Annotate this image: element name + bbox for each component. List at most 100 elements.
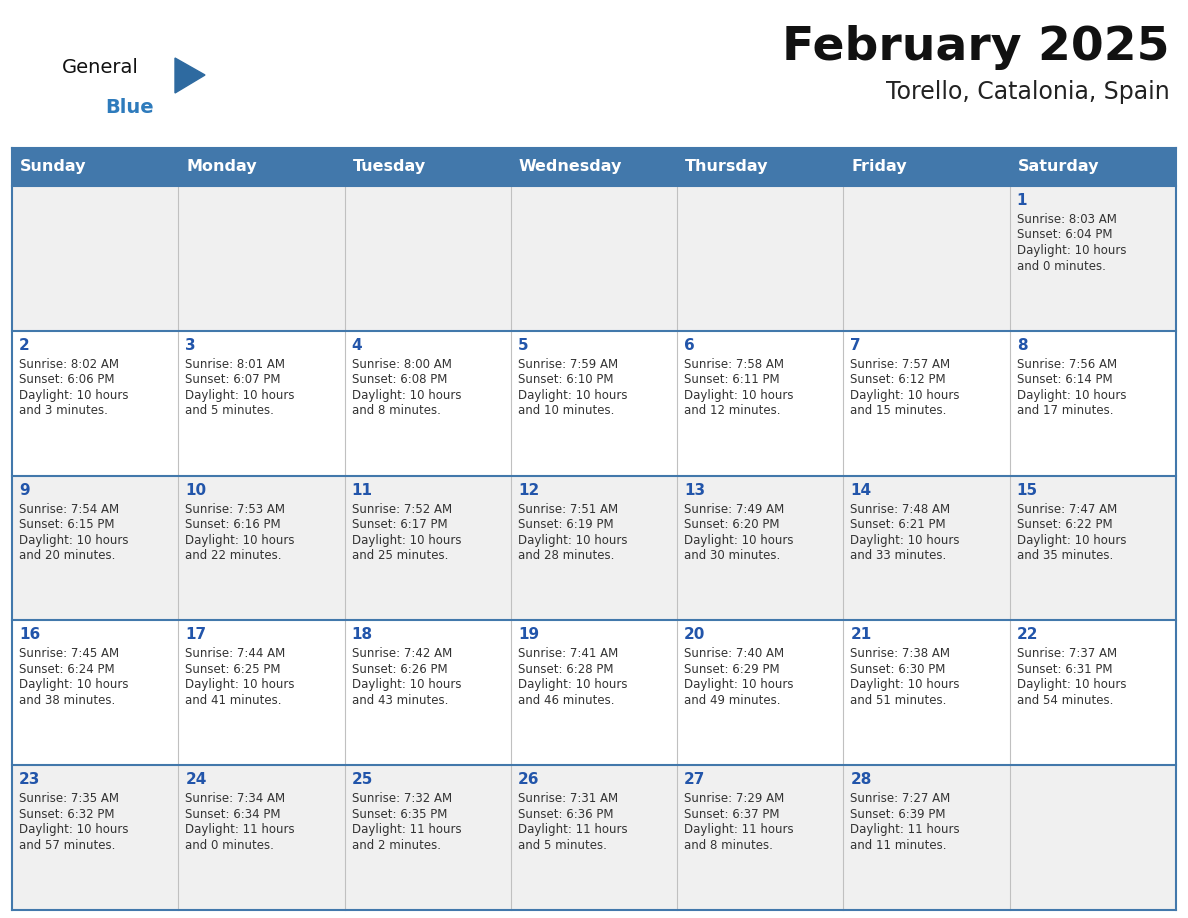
Bar	[12, 186, 1176, 330]
Text: Daylight: 10 hours: Daylight: 10 hours	[19, 389, 128, 402]
Text: Sunset: 6:25 PM: Sunset: 6:25 PM	[185, 663, 280, 676]
Text: Sunrise: 8:01 AM: Sunrise: 8:01 AM	[185, 358, 285, 371]
Text: Sunset: 6:08 PM: Sunset: 6:08 PM	[352, 374, 447, 386]
Text: Sunrise: 7:35 AM: Sunrise: 7:35 AM	[19, 792, 119, 805]
Text: 22: 22	[1017, 627, 1038, 643]
Text: Sunrise: 7:56 AM: Sunrise: 7:56 AM	[1017, 358, 1117, 371]
Text: Sunrise: 7:41 AM: Sunrise: 7:41 AM	[518, 647, 618, 660]
Text: Sunset: 6:07 PM: Sunset: 6:07 PM	[185, 374, 280, 386]
Text: Sunset: 6:17 PM: Sunset: 6:17 PM	[352, 518, 447, 532]
Text: Daylight: 10 hours: Daylight: 10 hours	[518, 533, 627, 546]
Text: Sunset: 6:12 PM: Sunset: 6:12 PM	[851, 374, 946, 386]
Text: Sunset: 6:35 PM: Sunset: 6:35 PM	[352, 808, 447, 821]
Text: and 25 minutes.: and 25 minutes.	[352, 549, 448, 562]
Text: Daylight: 10 hours: Daylight: 10 hours	[1017, 678, 1126, 691]
Text: Friday: Friday	[852, 160, 908, 174]
Text: Sunrise: 7:48 AM: Sunrise: 7:48 AM	[851, 502, 950, 516]
Text: and 22 minutes.: and 22 minutes.	[185, 549, 282, 562]
Text: 24: 24	[185, 772, 207, 788]
Text: 25: 25	[352, 772, 373, 788]
Text: and 10 minutes.: and 10 minutes.	[518, 404, 614, 418]
Text: Sunrise: 7:44 AM: Sunrise: 7:44 AM	[185, 647, 285, 660]
Text: Sunrise: 7:45 AM: Sunrise: 7:45 AM	[19, 647, 119, 660]
Text: 13: 13	[684, 483, 706, 498]
Text: Daylight: 11 hours: Daylight: 11 hours	[185, 823, 295, 836]
Text: Sunset: 6:34 PM: Sunset: 6:34 PM	[185, 808, 280, 821]
Text: Sunrise: 7:47 AM: Sunrise: 7:47 AM	[1017, 502, 1117, 516]
Text: Sunset: 6:15 PM: Sunset: 6:15 PM	[19, 518, 114, 532]
Text: Daylight: 11 hours: Daylight: 11 hours	[518, 823, 627, 836]
Text: 10: 10	[185, 483, 207, 498]
Text: and 41 minutes.: and 41 minutes.	[185, 694, 282, 707]
Text: Daylight: 10 hours: Daylight: 10 hours	[518, 389, 627, 402]
Text: 21: 21	[851, 627, 872, 643]
Text: Sunset: 6:30 PM: Sunset: 6:30 PM	[851, 663, 946, 676]
Text: Sunrise: 7:59 AM: Sunrise: 7:59 AM	[518, 358, 618, 371]
Text: Sunset: 6:36 PM: Sunset: 6:36 PM	[518, 808, 613, 821]
Text: Daylight: 10 hours: Daylight: 10 hours	[851, 533, 960, 546]
Text: and 2 minutes.: and 2 minutes.	[352, 839, 441, 852]
Text: Torello, Catalonia, Spain: Torello, Catalonia, Spain	[886, 80, 1170, 104]
Text: 16: 16	[19, 627, 40, 643]
Text: Daylight: 10 hours: Daylight: 10 hours	[352, 389, 461, 402]
Text: Daylight: 11 hours: Daylight: 11 hours	[851, 823, 960, 836]
Text: Daylight: 10 hours: Daylight: 10 hours	[851, 678, 960, 691]
Bar	[12, 476, 1176, 621]
Text: 1: 1	[1017, 193, 1028, 208]
Text: and 12 minutes.: and 12 minutes.	[684, 404, 781, 418]
Text: Daylight: 10 hours: Daylight: 10 hours	[185, 678, 295, 691]
Text: Sunset: 6:37 PM: Sunset: 6:37 PM	[684, 808, 779, 821]
Text: and 54 minutes.: and 54 minutes.	[1017, 694, 1113, 707]
Text: 12: 12	[518, 483, 539, 498]
Text: 26: 26	[518, 772, 539, 788]
Text: General: General	[62, 58, 139, 77]
Text: Tuesday: Tuesday	[353, 160, 425, 174]
Text: Sunrise: 7:27 AM: Sunrise: 7:27 AM	[851, 792, 950, 805]
Text: Sunset: 6:06 PM: Sunset: 6:06 PM	[19, 374, 114, 386]
Text: Daylight: 10 hours: Daylight: 10 hours	[185, 533, 295, 546]
Text: Thursday: Thursday	[685, 160, 769, 174]
Text: Daylight: 10 hours: Daylight: 10 hours	[684, 533, 794, 546]
Text: Sunset: 6:04 PM: Sunset: 6:04 PM	[1017, 229, 1112, 241]
Text: Sunrise: 8:00 AM: Sunrise: 8:00 AM	[352, 358, 451, 371]
Bar	[12, 621, 1176, 766]
Text: 19: 19	[518, 627, 539, 643]
Text: and 38 minutes.: and 38 minutes.	[19, 694, 115, 707]
Text: Sunrise: 7:42 AM: Sunrise: 7:42 AM	[352, 647, 451, 660]
Text: 23: 23	[19, 772, 40, 788]
Text: Daylight: 10 hours: Daylight: 10 hours	[518, 678, 627, 691]
Text: and 57 minutes.: and 57 minutes.	[19, 839, 115, 852]
Polygon shape	[175, 58, 206, 93]
Text: 9: 9	[19, 483, 30, 498]
Text: 18: 18	[352, 627, 373, 643]
Text: Sunset: 6:19 PM: Sunset: 6:19 PM	[518, 518, 613, 532]
Text: 27: 27	[684, 772, 706, 788]
Text: and 46 minutes.: and 46 minutes.	[518, 694, 614, 707]
Text: Sunrise: 8:02 AM: Sunrise: 8:02 AM	[19, 358, 119, 371]
Text: Daylight: 10 hours: Daylight: 10 hours	[1017, 244, 1126, 257]
Text: Sunrise: 7:58 AM: Sunrise: 7:58 AM	[684, 358, 784, 371]
Text: and 49 minutes.: and 49 minutes.	[684, 694, 781, 707]
Text: February 2025: February 2025	[783, 25, 1170, 70]
Text: Daylight: 10 hours: Daylight: 10 hours	[684, 389, 794, 402]
Text: Daylight: 10 hours: Daylight: 10 hours	[185, 389, 295, 402]
Text: Daylight: 10 hours: Daylight: 10 hours	[684, 678, 794, 691]
Text: Sunrise: 7:37 AM: Sunrise: 7:37 AM	[1017, 647, 1117, 660]
Text: and 11 minutes.: and 11 minutes.	[851, 839, 947, 852]
Text: Sunset: 6:16 PM: Sunset: 6:16 PM	[185, 518, 280, 532]
Text: Sunset: 6:22 PM: Sunset: 6:22 PM	[1017, 518, 1112, 532]
Text: Sunrise: 7:52 AM: Sunrise: 7:52 AM	[352, 502, 451, 516]
Text: Sunrise: 7:34 AM: Sunrise: 7:34 AM	[185, 792, 285, 805]
Text: and 28 minutes.: and 28 minutes.	[518, 549, 614, 562]
Text: Sunrise: 7:40 AM: Sunrise: 7:40 AM	[684, 647, 784, 660]
Text: Sunset: 6:31 PM: Sunset: 6:31 PM	[1017, 663, 1112, 676]
Text: 4: 4	[352, 338, 362, 353]
Text: Sunrise: 7:51 AM: Sunrise: 7:51 AM	[518, 502, 618, 516]
Text: Daylight: 11 hours: Daylight: 11 hours	[684, 823, 794, 836]
Text: and 3 minutes.: and 3 minutes.	[19, 404, 108, 418]
Text: Sunset: 6:20 PM: Sunset: 6:20 PM	[684, 518, 779, 532]
Text: and 8 minutes.: and 8 minutes.	[352, 404, 441, 418]
Text: Daylight: 10 hours: Daylight: 10 hours	[1017, 389, 1126, 402]
Text: Sunrise: 8:03 AM: Sunrise: 8:03 AM	[1017, 213, 1117, 226]
Text: and 0 minutes.: and 0 minutes.	[185, 839, 274, 852]
